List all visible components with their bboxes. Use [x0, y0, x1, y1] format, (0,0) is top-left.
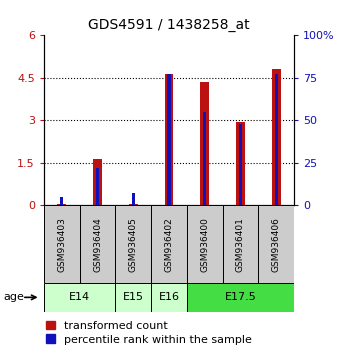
- Text: GSM936406: GSM936406: [272, 217, 281, 272]
- FancyBboxPatch shape: [223, 205, 258, 283]
- Bar: [96, 168, 99, 205]
- Bar: [165, 74, 173, 205]
- Bar: [203, 112, 206, 205]
- Text: GSM936400: GSM936400: [200, 217, 209, 272]
- FancyBboxPatch shape: [115, 205, 151, 283]
- FancyBboxPatch shape: [151, 205, 187, 283]
- Bar: [200, 82, 209, 205]
- Title: GDS4591 / 1438258_at: GDS4591 / 1438258_at: [88, 18, 250, 32]
- FancyBboxPatch shape: [151, 283, 187, 312]
- Text: E17.5: E17.5: [224, 292, 256, 302]
- Bar: [129, 204, 138, 205]
- FancyBboxPatch shape: [187, 283, 294, 312]
- Text: GSM936401: GSM936401: [236, 217, 245, 272]
- Bar: [57, 204, 66, 205]
- Bar: [167, 74, 171, 205]
- Bar: [132, 193, 135, 205]
- Text: E14: E14: [69, 292, 90, 302]
- FancyBboxPatch shape: [44, 283, 115, 312]
- Legend: transformed count, percentile rank within the sample: transformed count, percentile rank withi…: [46, 321, 251, 344]
- FancyBboxPatch shape: [44, 205, 80, 283]
- Text: age: age: [3, 292, 24, 302]
- FancyBboxPatch shape: [80, 205, 115, 283]
- Text: GSM936405: GSM936405: [129, 217, 138, 272]
- Text: GSM936403: GSM936403: [57, 217, 66, 272]
- Bar: [93, 159, 102, 205]
- Text: E15: E15: [123, 292, 144, 302]
- Bar: [236, 122, 245, 205]
- Text: GSM936402: GSM936402: [165, 217, 173, 272]
- Bar: [239, 124, 242, 205]
- FancyBboxPatch shape: [258, 205, 294, 283]
- Bar: [272, 69, 281, 205]
- Text: E16: E16: [159, 292, 179, 302]
- Bar: [60, 197, 64, 205]
- Text: GSM936404: GSM936404: [93, 217, 102, 272]
- FancyBboxPatch shape: [115, 283, 151, 312]
- FancyBboxPatch shape: [187, 205, 223, 283]
- Bar: [274, 74, 278, 205]
